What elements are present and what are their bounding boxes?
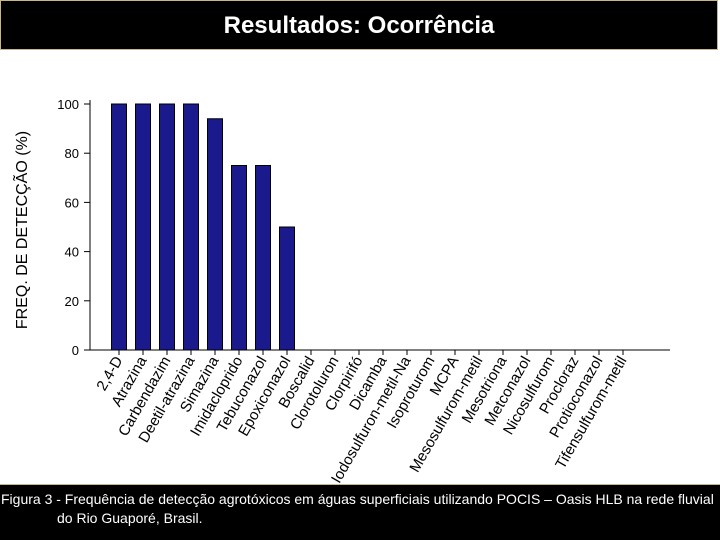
figure-caption: Figura 3 - Frequência de detecção agrotó… (1, 491, 714, 526)
y-tick-label: 100 (57, 97, 79, 112)
y-axis-title: FREQ. DE DETECÇÃO (%) (11, 131, 31, 329)
title-bar: Resultados: Ocorrência (0, 0, 718, 50)
caption-bar: Figura 3 - Frequência de detecção agrotó… (0, 484, 720, 540)
y-tick-label: 40 (65, 245, 79, 260)
y-tick-label: 0 (72, 343, 79, 358)
bar (279, 226, 295, 351)
y-tick-label: 20 (65, 294, 79, 309)
bar (183, 103, 199, 351)
y-tick-label: 80 (65, 146, 79, 161)
bar (159, 103, 175, 351)
bar (207, 118, 223, 351)
bar (135, 103, 151, 351)
y-tick-label: 60 (65, 195, 79, 210)
slide-title: Resultados: Ocorrência (223, 12, 495, 39)
bar (231, 165, 247, 351)
bar (255, 165, 271, 351)
bar (111, 103, 127, 351)
